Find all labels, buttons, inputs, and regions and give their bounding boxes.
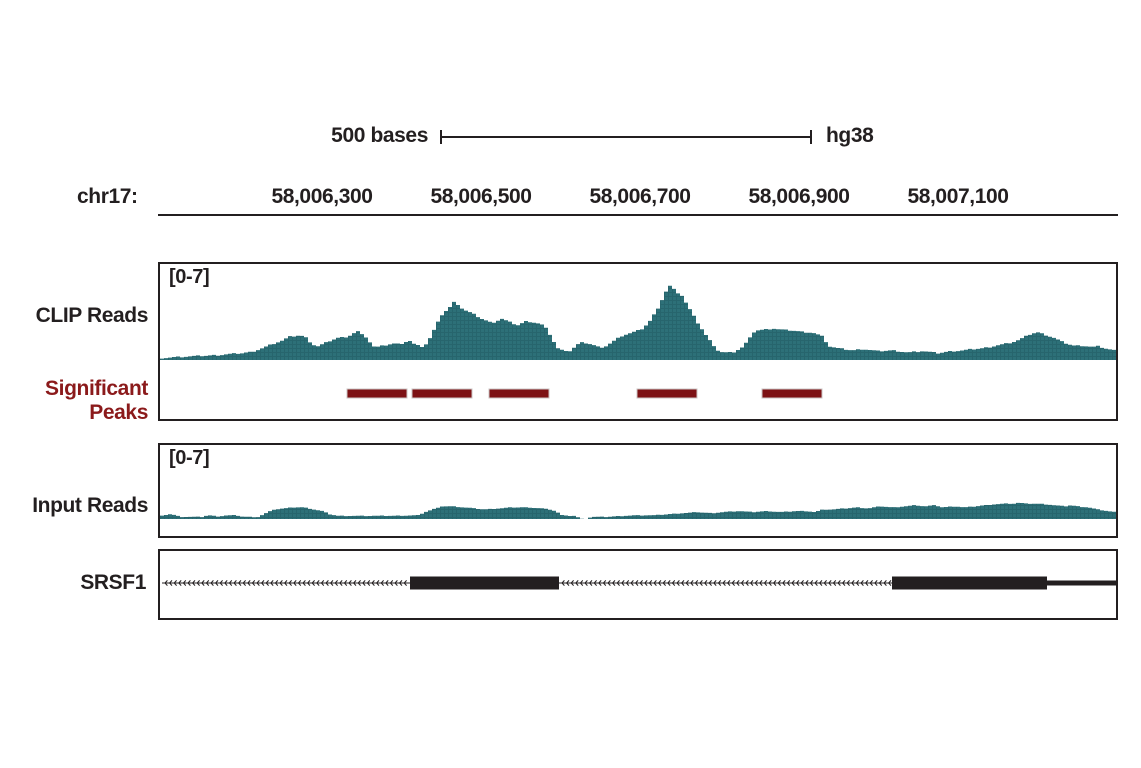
- coordinate-tick-label: 58,006,900: [748, 185, 850, 208]
- clip-reads-track-label: CLIP Reads: [35, 304, 149, 327]
- coordinate-tick-label: 58,006,500: [430, 185, 532, 208]
- gene-track-label: SRSF1: [80, 571, 146, 594]
- clip-coverage-plot: [160, 285, 1116, 399]
- coordinate-axis-line: [158, 214, 1118, 216]
- scale-bar-line: [440, 136, 812, 138]
- significant-peaks-track-label: Significant Peaks: [0, 377, 148, 425]
- input-reads-track: [0-7]: [158, 443, 1118, 538]
- clip-reads-track: [0-7]: [158, 262, 1118, 421]
- chromosome-label: chr17:: [77, 185, 138, 208]
- scale-bar-right-tick: [810, 130, 812, 144]
- gene-track: [158, 549, 1118, 620]
- coordinate-tick-label: 58,006,700: [589, 185, 691, 208]
- gene-model: [162, 576, 1116, 590]
- significant-peaks-label-line1: Significant: [45, 377, 148, 400]
- input-coverage-plot: [160, 502, 1116, 519]
- scale-bar-label: 500 bases: [331, 124, 428, 147]
- input-coverage-area: [160, 502, 1116, 519]
- clip-range-label: [0-7]: [169, 266, 210, 288]
- coordinate-tick-label: 58,007,100: [907, 185, 1009, 208]
- assembly-label: hg38: [826, 124, 874, 147]
- clip-coverage-area: [160, 285, 1116, 360]
- input-range-label: [0-7]: [169, 447, 210, 469]
- gene-model-glyphs: [162, 576, 1116, 590]
- scale-bar-left-tick: [440, 130, 442, 144]
- significant-peaks-bars: [346, 388, 823, 399]
- input-reads-track-label: Input Reads: [32, 494, 148, 517]
- coordinate-tick-label: 58,006,300: [271, 185, 373, 208]
- significant-peaks-label-line2: Peaks: [89, 401, 148, 424]
